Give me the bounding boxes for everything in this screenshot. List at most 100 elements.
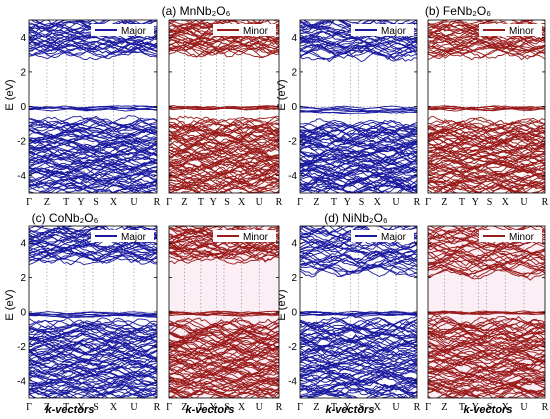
band-line	[169, 105, 279, 109]
plot-b-minor: Γ Z T Y S X U R Minor	[425, 19, 549, 208]
xtick-label: X	[502, 402, 510, 413]
band-line	[169, 350, 279, 363]
band-line	[428, 254, 545, 266]
band-line	[169, 313, 279, 317]
band-line	[29, 320, 157, 333]
ylabel-bottom-left: E (eV)	[4, 289, 16, 320]
band-line	[428, 353, 545, 367]
ytick-label: 0	[291, 102, 297, 113]
band-line	[169, 324, 279, 336]
panel-title-c: (c) CoNb₂O₆	[32, 211, 99, 225]
xtick-label: U	[392, 197, 400, 208]
band-line	[300, 110, 417, 115]
ytick-label: 2	[20, 273, 26, 284]
band-line	[169, 140, 279, 152]
plot-a-major: -4 -2 0 2 4 Γ Z T Y S X U R Major	[17, 19, 161, 208]
band-line	[29, 251, 157, 264]
band-line	[169, 327, 279, 340]
band-line	[169, 142, 279, 155]
xtick-label: T	[198, 402, 204, 413]
band-line	[169, 30, 279, 43]
band-line	[300, 336, 417, 349]
band-line	[29, 173, 157, 187]
band-line	[300, 125, 417, 138]
band-line	[300, 354, 417, 365]
band-line	[428, 105, 545, 109]
plot-b-major: -4 -2 0 2 4 Γ Z T Y S X U R Major	[288, 19, 421, 208]
xtick-label: Y	[210, 402, 217, 413]
band-line	[29, 32, 157, 45]
band-line	[300, 172, 417, 187]
plot-d-major: -4 -2 0 2 4 Γ Z T Y S X U R Major	[288, 225, 421, 413]
band-line	[300, 133, 417, 146]
band-line	[169, 334, 279, 346]
band-line	[29, 108, 157, 112]
band-lines	[169, 226, 279, 398]
band-line	[300, 329, 417, 342]
band-line	[428, 226, 545, 233]
band-line	[428, 264, 545, 276]
band-line	[29, 153, 157, 166]
band-line	[428, 264, 545, 276]
band-line	[300, 372, 417, 385]
legend-label: Major	[381, 232, 407, 243]
band-line	[169, 144, 279, 158]
band-line	[29, 122, 157, 136]
band-line	[428, 36, 545, 49]
ytick-label: 4	[20, 239, 26, 250]
band-line	[300, 314, 417, 327]
band-line	[169, 37, 279, 50]
band-line	[300, 128, 417, 141]
band-line	[428, 166, 545, 179]
xtick-label: Γ	[297, 197, 303, 208]
band-line	[428, 34, 545, 47]
xtick-label: Z	[181, 402, 187, 413]
band-line	[169, 155, 279, 168]
band-line	[300, 365, 417, 377]
xtick-label: Γ	[297, 402, 303, 413]
xtick-label: R	[154, 402, 161, 413]
xtick-label: R	[542, 197, 549, 208]
band-line	[428, 137, 545, 151]
band-line	[428, 345, 545, 358]
band-line	[428, 337, 545, 350]
xtick-label: R	[276, 402, 283, 413]
xtick-label: S	[224, 197, 230, 208]
legend-box	[91, 24, 154, 36]
band-line	[29, 226, 157, 233]
band-line	[29, 159, 157, 172]
xtick-label: T	[459, 402, 465, 413]
band-line	[29, 385, 157, 397]
xtick-label: X	[238, 402, 246, 413]
band-line	[300, 262, 417, 276]
band-line	[169, 339, 279, 352]
band-line	[29, 248, 157, 261]
band-line	[29, 374, 157, 387]
xtick-label: R	[154, 197, 161, 208]
band-line	[29, 47, 157, 60]
band-line	[169, 151, 279, 164]
band-line	[428, 241, 545, 252]
band-line	[300, 252, 417, 264]
xlabel-3: k-vectors	[326, 404, 375, 416]
band-line	[428, 390, 529, 398]
band-line	[29, 120, 157, 133]
band-line	[428, 30, 545, 43]
band-lines	[300, 226, 417, 398]
xtick-label: Z	[313, 402, 319, 413]
plot-d-minor: Γ Z T Y S X U R Minor	[425, 225, 549, 413]
band-line	[29, 138, 157, 152]
band-line	[428, 372, 545, 386]
band-line	[169, 172, 279, 186]
xtick-label: X	[110, 402, 118, 413]
band-line	[300, 381, 417, 394]
ytick-label: -4	[288, 171, 297, 182]
band-line	[428, 134, 545, 147]
band-line	[428, 44, 545, 57]
xtick-label: U	[256, 197, 264, 208]
ytick-label: -2	[288, 137, 297, 148]
band-line	[300, 184, 416, 193]
band-line	[169, 148, 279, 160]
band-line	[428, 20, 545, 28]
